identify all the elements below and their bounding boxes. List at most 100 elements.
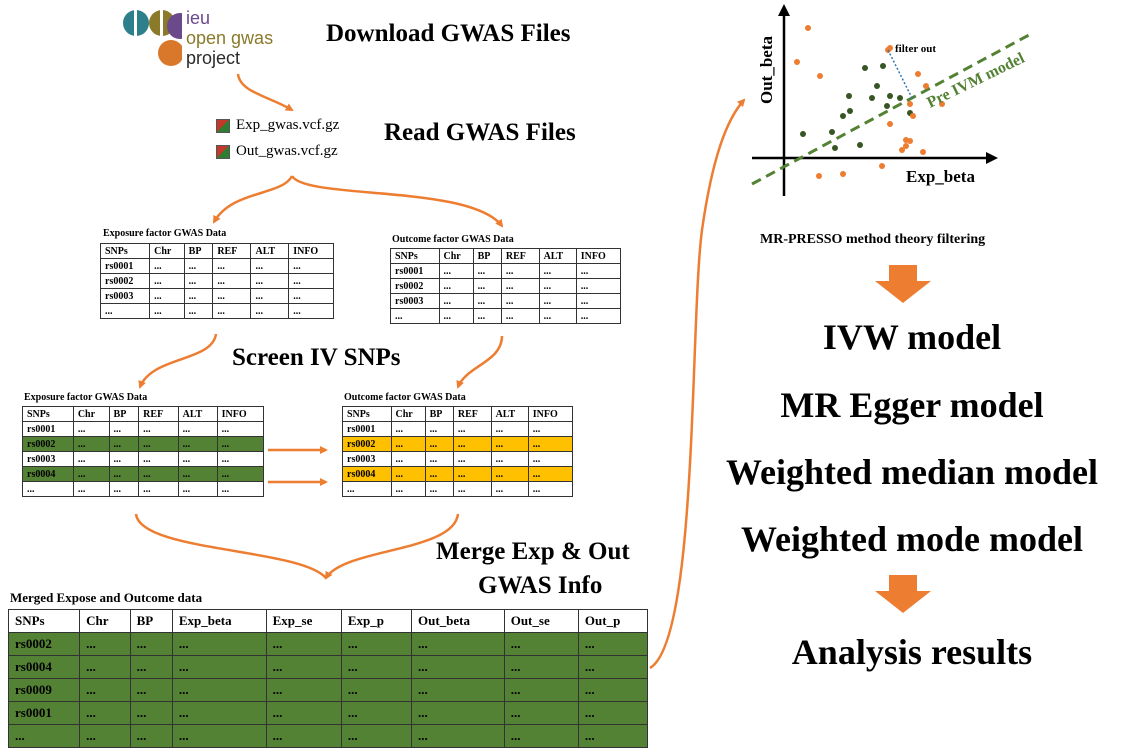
outlier-point [907, 101, 913, 107]
inlier-point [846, 93, 852, 99]
table-header-cell: SNPs [390, 248, 440, 264]
logo-line-3: project [186, 48, 241, 68]
table-cell: ... [72, 436, 110, 452]
pre-ivm-model-line [751, 32, 1030, 186]
table-cell: ... [250, 303, 290, 319]
plot-caption: MR-PRESSO method theory filtering [760, 232, 986, 247]
table-cell: ... [410, 632, 505, 656]
table-row: rs0004........................ [7, 655, 649, 679]
table-row: rs0003............... [22, 451, 265, 467]
table-cell: ... [171, 678, 267, 702]
table-header-cell: INFO [527, 406, 574, 422]
model-weighted-median: Weighted median model [725, 452, 1098, 492]
table-header-cell: INFO [216, 406, 265, 422]
table-cell: ... [79, 724, 131, 748]
table-cell: ... [527, 466, 574, 482]
inlier-point [869, 95, 875, 101]
inlier-point [862, 65, 868, 71]
table-cell: ... [490, 436, 529, 452]
table-header-cell: Chr [79, 609, 131, 633]
table-cell: ... [424, 451, 454, 467]
table-cell: ... [265, 678, 342, 702]
exposure-gwas-table: SNPs Chr BP REF ALT INFO rs0001...............… [99, 243, 334, 319]
table-cell: ... [79, 701, 131, 725]
table-header-cell: ALT [177, 406, 218, 422]
table-row: rs0002............... [22, 436, 265, 452]
table-cell: ... [216, 481, 265, 497]
table-row: rs0001............... [390, 263, 622, 279]
model-ivw: IVW model [822, 317, 1002, 357]
table-header-cell: Exp_beta [171, 609, 267, 633]
y-axis-label: Out_beta [757, 36, 776, 105]
table-cell: ... [452, 481, 492, 497]
table-cell: ... [490, 466, 529, 482]
table-cell: ... [171, 655, 267, 679]
table-cell: ... [129, 724, 173, 748]
outlier-point [840, 171, 846, 177]
table-cell: rs0001 [99, 258, 151, 274]
table-cell: ... [390, 466, 426, 482]
table-row: .................. [99, 303, 334, 319]
table-cell: ... [438, 278, 474, 294]
table-cell: ... [72, 421, 110, 437]
table-cell: ... [177, 481, 218, 497]
table-cell: ... [340, 724, 412, 748]
table-cell: ... [177, 436, 218, 452]
screened-outcome-table: SNPs Chr BP REF ALT INFO rs0001...............… [342, 406, 574, 497]
table-cell: ... [149, 303, 185, 319]
table-cell: ... [500, 278, 540, 294]
archive-file-icon [216, 144, 230, 159]
table-cell: ... [503, 632, 579, 656]
table-cell: ... [472, 278, 502, 294]
file-exp[interactable]: Exp_gwas.vcf.gz [216, 117, 339, 134]
outlier-point [805, 25, 811, 31]
table-cell: ... [149, 273, 185, 289]
table-cell: ... [390, 421, 426, 437]
table-header-cell: ALT [490, 406, 529, 422]
outlier-point [939, 101, 945, 107]
ieu-logo: ieu open gwas project [122, 8, 302, 70]
table-cell: ... [452, 436, 492, 452]
table-row: .................. [390, 308, 622, 324]
table-cell: ... [129, 655, 173, 679]
table-cell: ... [575, 308, 622, 324]
table-header-row: SNPs Chr BP Exp_beta Exp_se Exp_p Out_beta Out_… [7, 609, 649, 633]
table-row: ........................... [7, 724, 649, 748]
table-cell: rs0002 [390, 278, 440, 294]
table-cell: ... [538, 308, 577, 324]
arrow-out-to-screened [456, 335, 504, 389]
table-cell: ... [503, 655, 579, 679]
table-cell: ... [288, 303, 334, 319]
table-row: rs0001............... [342, 421, 574, 437]
table-header-cell: Out_se [503, 609, 579, 633]
table-cell: ... [340, 678, 412, 702]
step-download-heading: Download GWAS Files [326, 20, 571, 47]
file-out[interactable]: Out_gwas.vcf.gz [216, 143, 338, 160]
table-cell: ... [452, 421, 492, 437]
table-cell: rs0001 [22, 421, 74, 437]
table-header-cell: ALT [538, 248, 577, 264]
arrow-logo-to-files [236, 73, 294, 112]
merged-table-caption: Merged Expose and Outcome data [10, 590, 203, 605]
table-row: rs0004............... [342, 466, 574, 482]
filter-out-label: filter out [895, 43, 936, 55]
x-axis-arrowhead [986, 152, 998, 164]
inlier-point [884, 103, 890, 109]
table-cell: ... [390, 481, 426, 497]
table-cell: rs0001 [342, 421, 392, 437]
table-cell: ... [410, 724, 505, 748]
table-cell: ... [527, 421, 574, 437]
x-axis-label: Exp_beta [906, 167, 975, 186]
table-cell: ... [183, 303, 214, 319]
table-cell: ... [438, 263, 474, 279]
table-cell: ... [342, 481, 392, 497]
table-cell: ... [149, 258, 185, 274]
table-cell: ... [177, 466, 218, 482]
table-cell: ... [108, 451, 140, 467]
table-cell: ... [171, 701, 267, 725]
table-cell: ... [22, 481, 74, 497]
table-cell: ... [265, 701, 342, 725]
table-cell: ... [79, 632, 131, 656]
table-cell: ... [500, 308, 540, 324]
